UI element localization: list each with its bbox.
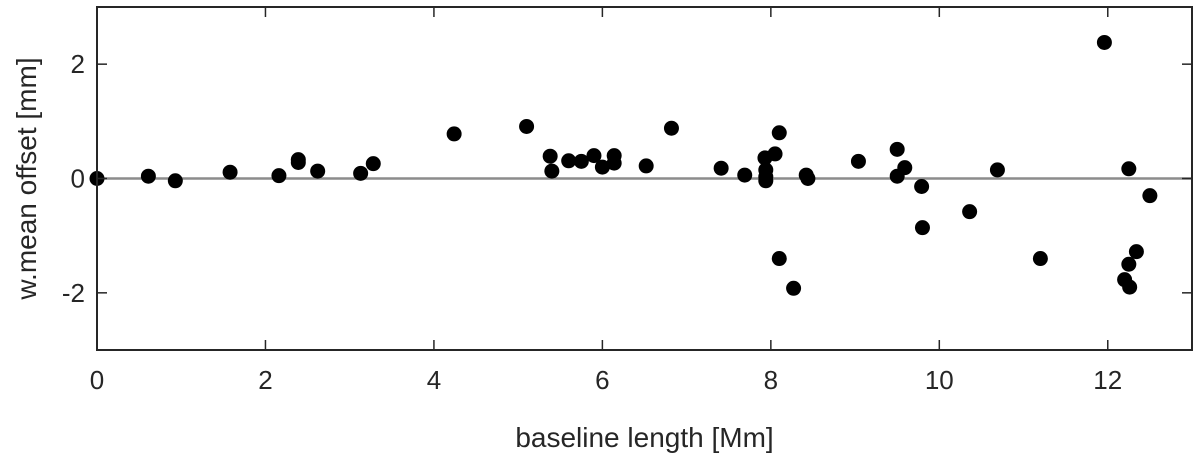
- data-point: [663, 120, 679, 136]
- data-point: [594, 159, 610, 175]
- data-point: [1142, 188, 1158, 204]
- data-point: [290, 152, 306, 168]
- data-point: [767, 146, 783, 162]
- x-tick-label: 8: [764, 365, 778, 395]
- data-point: [800, 171, 816, 186]
- data-point: [771, 251, 787, 267]
- data-point: [1121, 161, 1137, 177]
- data-point: [897, 160, 913, 176]
- data-point: [544, 163, 560, 179]
- data-point: [1128, 244, 1144, 260]
- x-tick-labels: 0 2 4 6 8 10 12: [90, 365, 1122, 395]
- y-axis-label: w.mean offset [mm]: [11, 57, 42, 300]
- x-tick-label: 12: [1093, 365, 1122, 395]
- data-point: [446, 126, 462, 142]
- data-point: [606, 155, 622, 171]
- data-point: [310, 163, 326, 179]
- data-point: [962, 204, 978, 220]
- data-point: [222, 164, 238, 180]
- data-point: [1121, 256, 1137, 272]
- data-point: [271, 168, 287, 184]
- x-tick-label: 0: [90, 365, 104, 395]
- data-point: [1032, 251, 1048, 267]
- data-point: [167, 173, 183, 189]
- x-tick-label: 6: [595, 365, 609, 395]
- data-point: [638, 158, 654, 174]
- y-tick-label: 0: [71, 164, 85, 194]
- data-point: [713, 160, 729, 176]
- data-point: [1096, 34, 1112, 50]
- x-axis-label: baseline length [Mm]: [515, 422, 773, 453]
- data-points: [89, 34, 1158, 296]
- data-point: [586, 148, 602, 164]
- data-point: [914, 179, 930, 195]
- y-tick-label: 2: [71, 49, 85, 79]
- data-point: [771, 125, 787, 141]
- data-point: [519, 118, 535, 134]
- x-tick-label: 4: [427, 365, 441, 395]
- data-point: [573, 153, 589, 169]
- data-point: [353, 165, 369, 181]
- y-tick-labels: -2 0 2: [62, 49, 85, 308]
- x-tick-label: 2: [258, 365, 272, 395]
- data-point: [1122, 279, 1138, 295]
- data-point: [850, 153, 866, 169]
- data-point: [889, 141, 905, 157]
- data-point: [914, 220, 930, 236]
- data-point: [561, 153, 577, 169]
- data-point: [140, 168, 156, 184]
- data-point: [989, 162, 1005, 178]
- data-point: [365, 156, 381, 172]
- data-point: [786, 280, 802, 296]
- data-point: [542, 148, 558, 164]
- axis-ticks: [96, 7, 1192, 350]
- x-tick-label: 10: [925, 365, 954, 395]
- data-point: [758, 173, 774, 189]
- data-point: [737, 167, 753, 183]
- y-tick-label: -2: [62, 278, 85, 308]
